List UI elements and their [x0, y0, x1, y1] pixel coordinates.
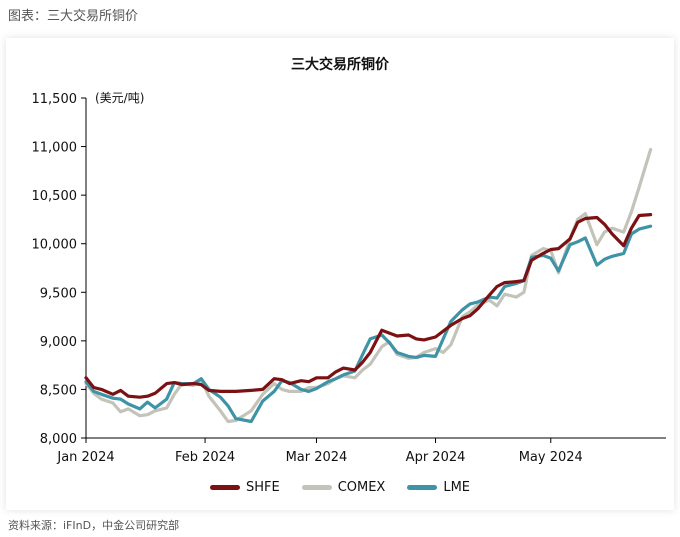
x-tick-label: Jan 2024: [56, 450, 114, 465]
legend-label-shfe: SHFE: [245, 480, 280, 495]
x-tick-label: Mar 2024: [286, 450, 348, 465]
x-tick-label: Feb 2024: [175, 450, 235, 465]
figure-caption: 图表：三大交易所铜价: [8, 9, 139, 24]
series-line-lme: [84, 224, 653, 424]
y-tick-label: 9,000: [40, 335, 77, 350]
legend-item-shfe: SHFE: [209, 480, 280, 495]
y-tick-label: 10,500: [32, 189, 78, 204]
legend-item-lme: LME: [407, 480, 470, 495]
x-tick-label: Apr 2024: [406, 450, 466, 465]
series-line-shfe: [84, 213, 653, 399]
legend-swatch-shfe: [209, 485, 240, 490]
legend: SHFE COMEX LME: [6, 480, 674, 495]
y-axis-unit: (美元/吨): [95, 91, 144, 105]
chart-panel: 三大交易所铜价 8,000 8,500 9,000 9,500 10,000 10,500…: [6, 38, 674, 510]
copper-price-chart: 8,000 8,500 9,000 9,500 10,000 10,500 11,000 11…: [32, 91, 666, 465]
legend-swatch-lme: [407, 485, 438, 490]
y-tick-label: 11,000: [32, 141, 78, 156]
legend-label-lme: LME: [443, 480, 471, 495]
y-tick-label: 8,000: [40, 432, 77, 447]
x-tick-label: May 2024: [519, 450, 583, 465]
y-tick-label: 8,500: [40, 383, 77, 398]
series-line-comex: [84, 147, 653, 424]
legend-label-comex: COMEX: [337, 480, 386, 495]
source-note: 资料来源：iFInD，中金公司研究部: [8, 519, 180, 532]
y-tick-label: 9,500: [40, 286, 77, 301]
y-tick-label: 11,500: [32, 92, 78, 107]
legend-swatch-comex: [301, 485, 332, 490]
legend-item-comex: COMEX: [301, 480, 386, 495]
y-tick-label: 10,000: [32, 238, 78, 253]
chart-title: 三大交易所铜价: [291, 57, 389, 73]
